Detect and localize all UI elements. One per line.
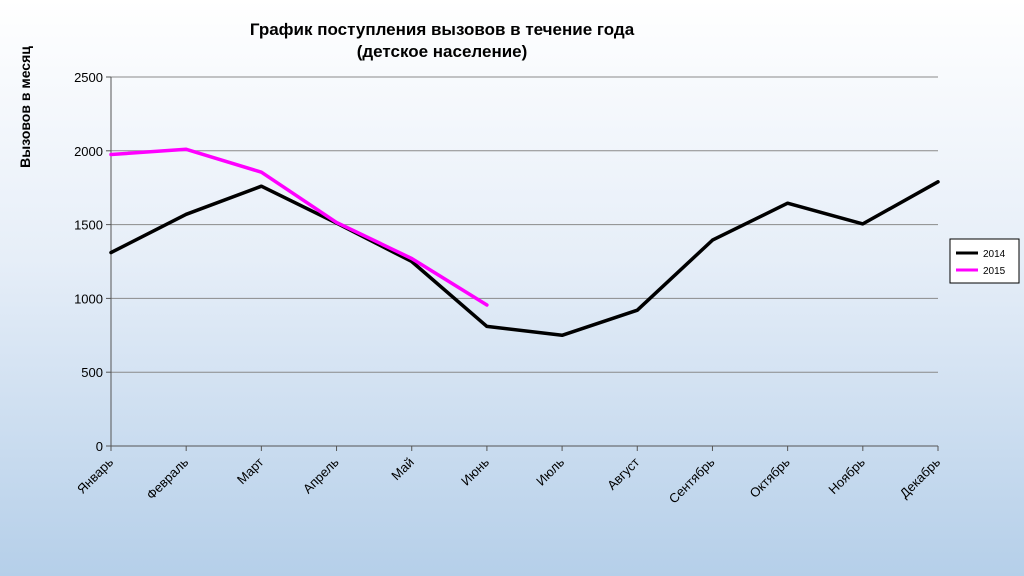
x-tick-label: Июль	[533, 454, 567, 488]
y-axis-label: Вызовов в месяц	[17, 46, 33, 168]
x-tick-label: Декабрь	[897, 454, 944, 501]
data-point	[335, 220, 339, 224]
legend: 2014 2015	[949, 238, 1020, 284]
data-point	[485, 303, 489, 307]
data-point	[936, 180, 940, 184]
data-point	[259, 170, 263, 174]
data-point	[109, 251, 113, 255]
y-tick-label: 1000	[74, 291, 103, 306]
x-tick-labels: Январь Февраль Март Апрель Май Июнь Июль Август…	[74, 454, 943, 506]
series-line-2015	[109, 147, 489, 307]
data-point	[710, 238, 714, 242]
chart-title: График поступления вызовов в течение год…	[250, 20, 635, 61]
y-tick-label: 2500	[74, 70, 103, 85]
data-point	[485, 324, 489, 328]
y-tick-labels: 0 500 1000 1500 2000 2500	[74, 70, 103, 454]
data-point	[184, 147, 188, 151]
x-tick-label: Июнь	[458, 454, 492, 488]
series-lines	[109, 147, 940, 338]
y-tick-label: 0	[96, 439, 103, 454]
y-tick-label: 500	[81, 365, 103, 380]
x-tick-label: Январь	[74, 454, 116, 496]
data-point	[109, 152, 113, 156]
x-tick-label: Февраль	[143, 454, 191, 502]
x-tick-label: Ноябрь	[825, 454, 868, 497]
x-tick-label: Сентябрь	[666, 454, 718, 506]
x-tick-label: Май	[388, 455, 417, 484]
gridlines	[111, 76, 938, 373]
data-point	[560, 333, 564, 337]
x-tick-label: Март	[234, 454, 267, 487]
chart-title-line-2: (детское население)	[357, 42, 528, 61]
axes	[106, 76, 939, 451]
series-line-2014	[109, 180, 940, 338]
y-tick-label: 2000	[74, 144, 103, 159]
legend-label: 2014	[983, 249, 1006, 260]
data-point	[861, 222, 865, 226]
data-point	[259, 184, 263, 188]
data-point	[635, 308, 639, 312]
legend-box	[949, 238, 1020, 284]
y-tick-label: 1500	[74, 218, 103, 233]
data-point	[184, 212, 188, 216]
x-tick-label: Апрель	[300, 454, 342, 496]
x-tick-label: Август	[604, 454, 642, 492]
x-tick-label: Октябрь	[747, 454, 793, 500]
chart-title-line-1: График поступления вызовов в течение год…	[250, 20, 635, 39]
data-point	[410, 257, 414, 261]
legend-label: 2015	[983, 266, 1006, 277]
data-point	[786, 201, 790, 205]
